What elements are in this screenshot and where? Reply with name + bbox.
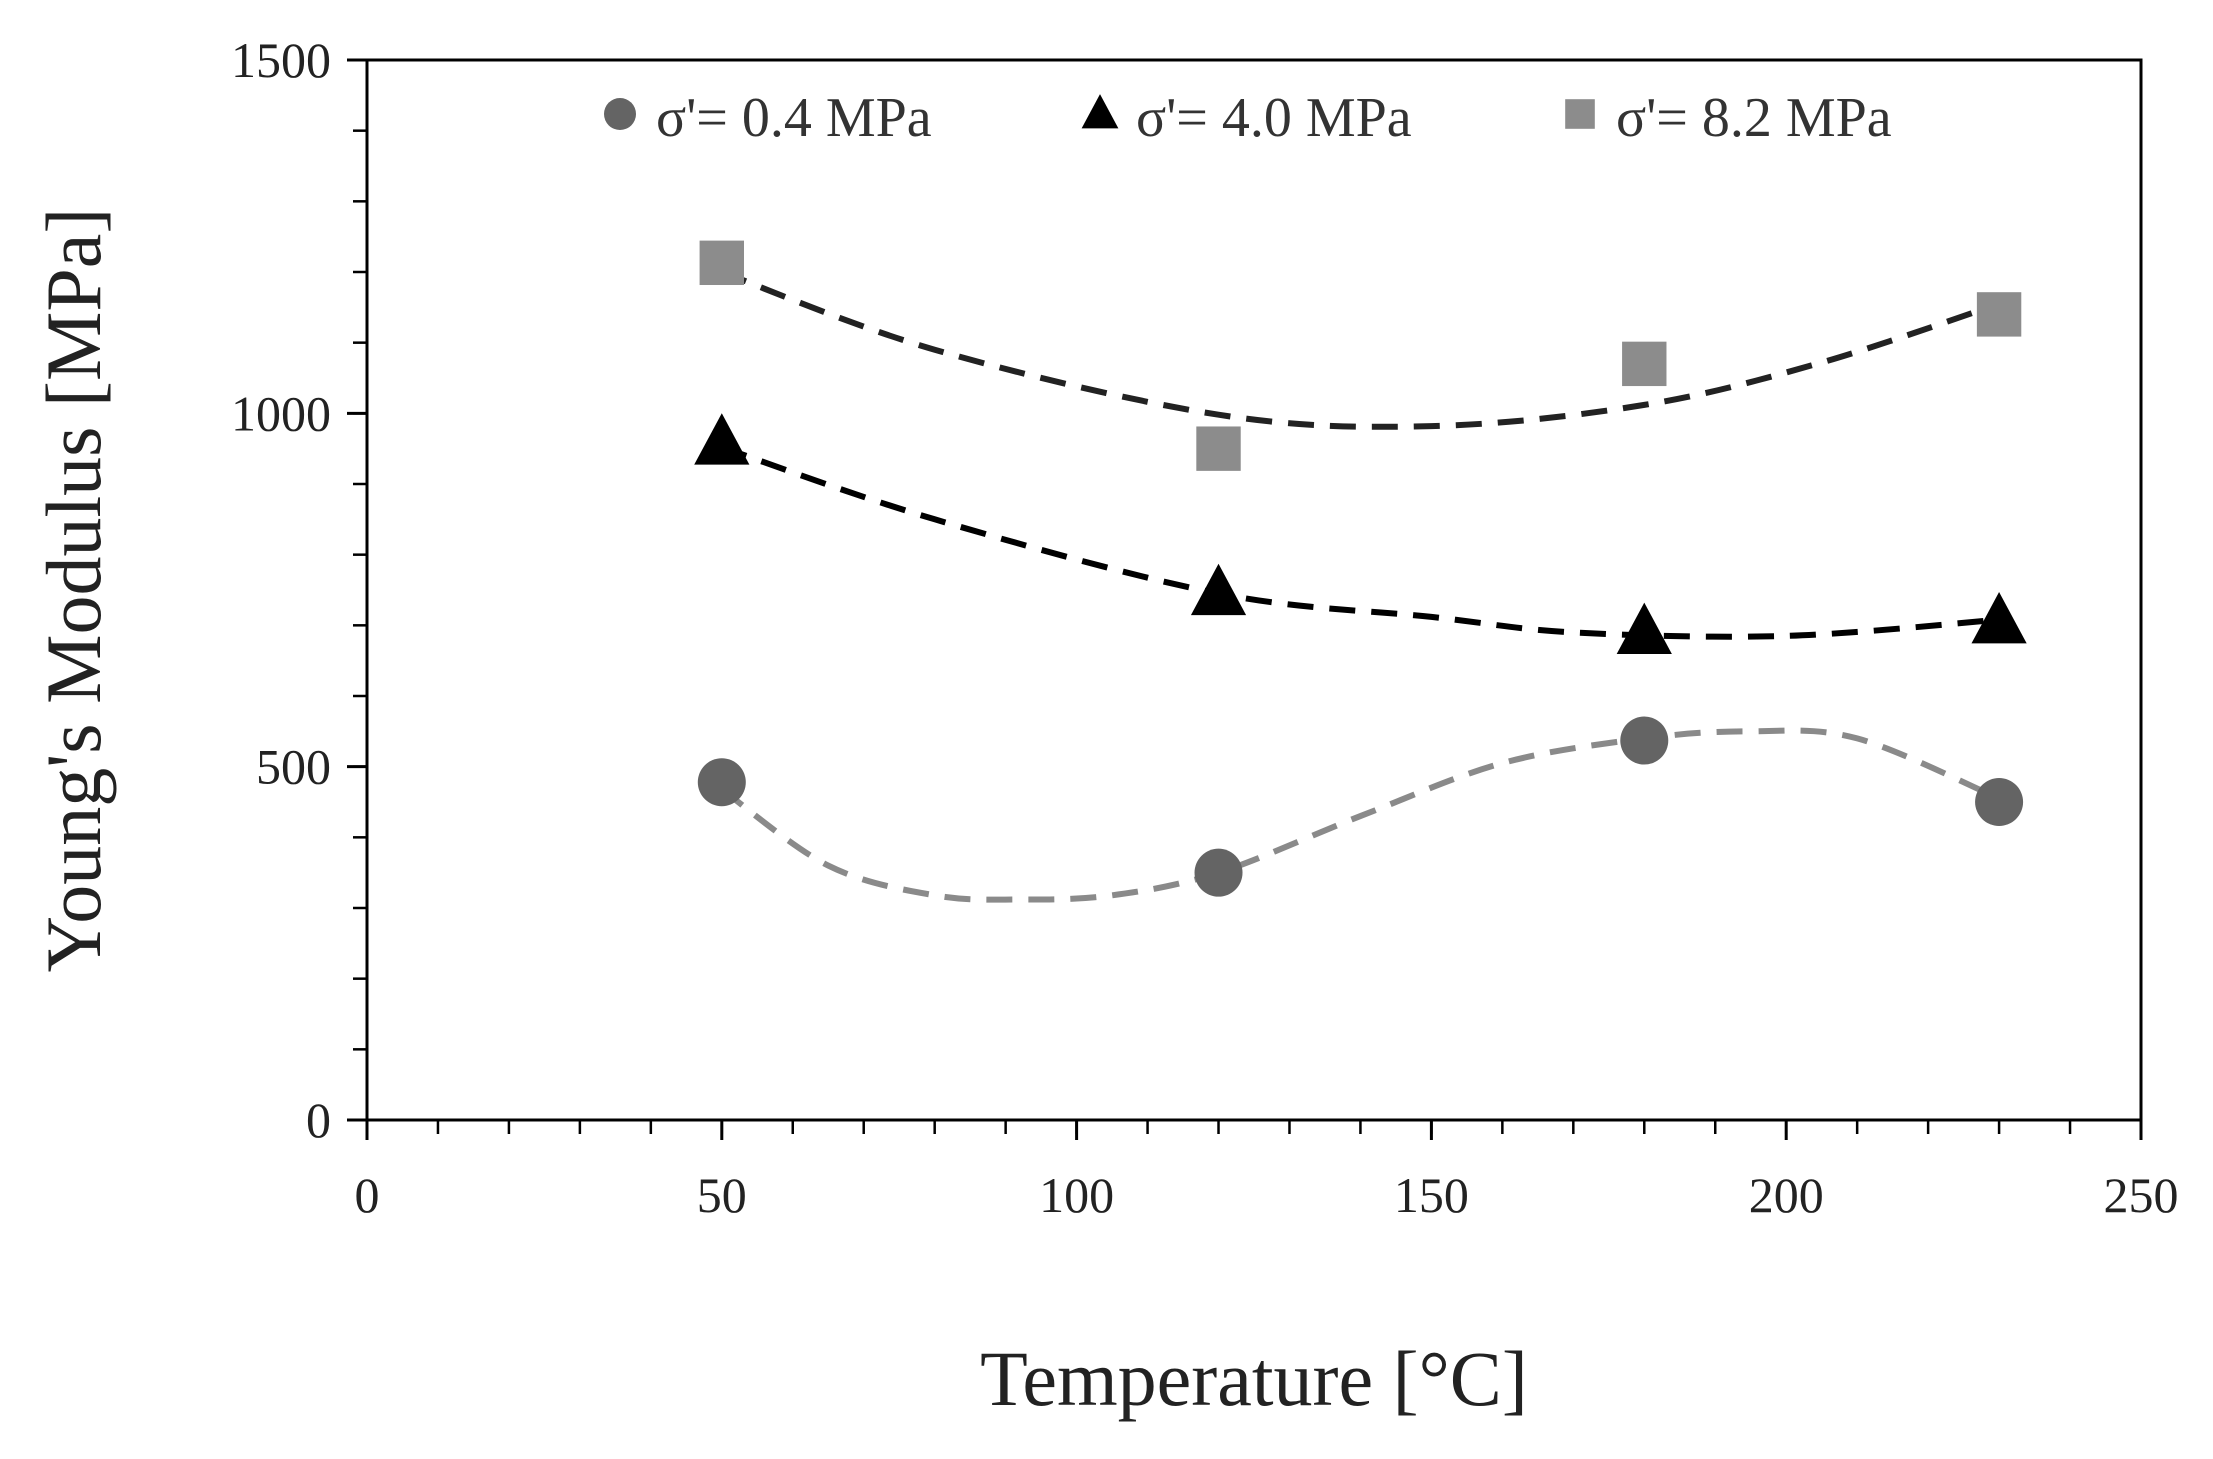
- x-tick-label: 0: [355, 1167, 380, 1223]
- tick-labels: 0 50 100 150 200 250 0 500 1000 1500: [231, 32, 2179, 1223]
- trendline-mid-stress: [720, 444, 2000, 640]
- data-point-mid-stress: [1616, 602, 1672, 654]
- y-tick-label: 500: [256, 739, 331, 795]
- major-ticks: [347, 58, 2143, 1140]
- data-point-mid-stress: [1971, 592, 2027, 644]
- data-point-mid-stress: [1190, 563, 1247, 616]
- data-point-mid-stress: [694, 413, 750, 465]
- x-tick-label: 250: [2104, 1167, 2179, 1223]
- data-point-low-stress: [1620, 716, 1669, 765]
- plot-area-frame: [365, 58, 2143, 1122]
- markers: [694, 240, 2027, 897]
- legend-marker-high-stress: [1565, 99, 1595, 129]
- y-tick-label: 0: [306, 1092, 331, 1148]
- y-tick-label: 1500: [231, 32, 331, 88]
- trendline-high-stress: [720, 269, 2001, 430]
- y-tick-label: 1000: [231, 385, 331, 441]
- trendline-low-stress: [720, 727, 2001, 903]
- data-point-low-stress: [1194, 848, 1243, 897]
- data-point-low-stress: [697, 758, 746, 807]
- x-axis-title: Temperature [°C]: [980, 1335, 1528, 1422]
- legend: σ'= 0.4 MPa σ'= 4.0 MPa σ'= 8.2 MPa: [604, 87, 1892, 149]
- x-tick-label: 50: [697, 1167, 747, 1223]
- trendlines: [720, 269, 2001, 903]
- y-axis-title: Young's Modulus [MPa]: [30, 208, 117, 973]
- legend-label-high-stress: σ'= 8.2 MPa: [1616, 87, 1892, 149]
- legend-marker-low-stress: [604, 98, 636, 130]
- data-point-high-stress: [1622, 341, 1667, 387]
- x-tick-label: 100: [1039, 1167, 1114, 1223]
- x-tick-label: 200: [1749, 1167, 1824, 1223]
- data-point-high-stress: [699, 240, 744, 286]
- data-point-high-stress: [1196, 426, 1241, 471]
- data-point-low-stress: [1975, 778, 2024, 826]
- legend-label-mid-stress: σ'= 4.0 MPa: [1136, 87, 1412, 149]
- data-point-high-stress: [1976, 292, 2022, 337]
- x-tick-label: 150: [1394, 1167, 1469, 1223]
- legend-label-low-stress: σ'= 0.4 MPa: [656, 87, 932, 149]
- legend-marker-mid-stress: [1081, 94, 1119, 129]
